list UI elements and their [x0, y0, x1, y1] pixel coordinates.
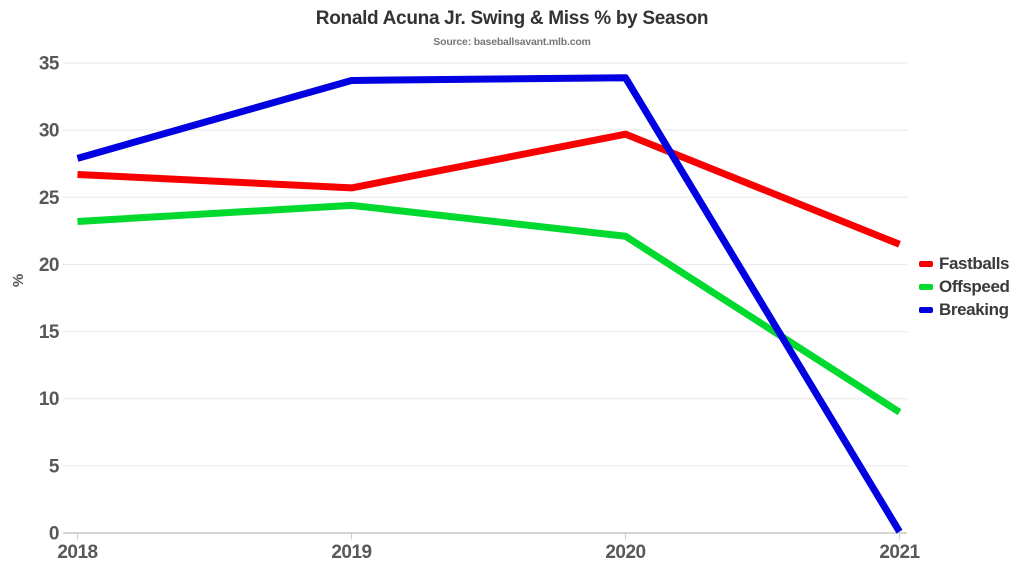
legend-item-offspeed: Offspeed — [919, 275, 1010, 298]
series-line-breaking — [76, 74, 903, 534]
y-tick-label: 20 — [39, 255, 59, 276]
legend-label-offspeed: Offspeed — [939, 277, 1010, 297]
legend-item-breaking: Breaking — [919, 299, 1009, 322]
legend: Fastballs Offspeed Breaking — [919, 252, 1010, 322]
legend-label-fastballs: Fastballs — [939, 253, 1010, 273]
legend-label-breaking: Breaking — [939, 300, 1009, 320]
x-tick-label: 2019 — [331, 542, 371, 563]
x-tick-label: 2021 — [879, 542, 920, 563]
offspeed-swatch — [919, 284, 933, 291]
y-tick-label: 5 — [49, 456, 60, 477]
legend-item-fastballs: Fastballs — [919, 252, 1010, 275]
y-tick-label: 15 — [39, 322, 60, 343]
x-tick-label: 2020 — [605, 542, 645, 563]
y-tick-label: 0 — [49, 524, 59, 545]
chart-subtitle: Source: baseballsavant.mlb.com — [433, 36, 591, 48]
fastballs-swatch — [919, 260, 933, 267]
y-tick-label: 25 — [39, 188, 60, 209]
chart-title: Ronald Acuna Jr. Swing & Miss % by Seaso… — [315, 8, 709, 29]
series-line-offspeed — [77, 201, 902, 416]
breaking-swatch — [919, 307, 933, 314]
y-tick-label: 30 — [39, 121, 59, 142]
y-tick-label: 10 — [39, 389, 59, 410]
x-tick-label: 2018 — [57, 542, 97, 563]
series-line-fastballs — [77, 130, 901, 248]
y-tick-label: 35 — [39, 54, 60, 75]
